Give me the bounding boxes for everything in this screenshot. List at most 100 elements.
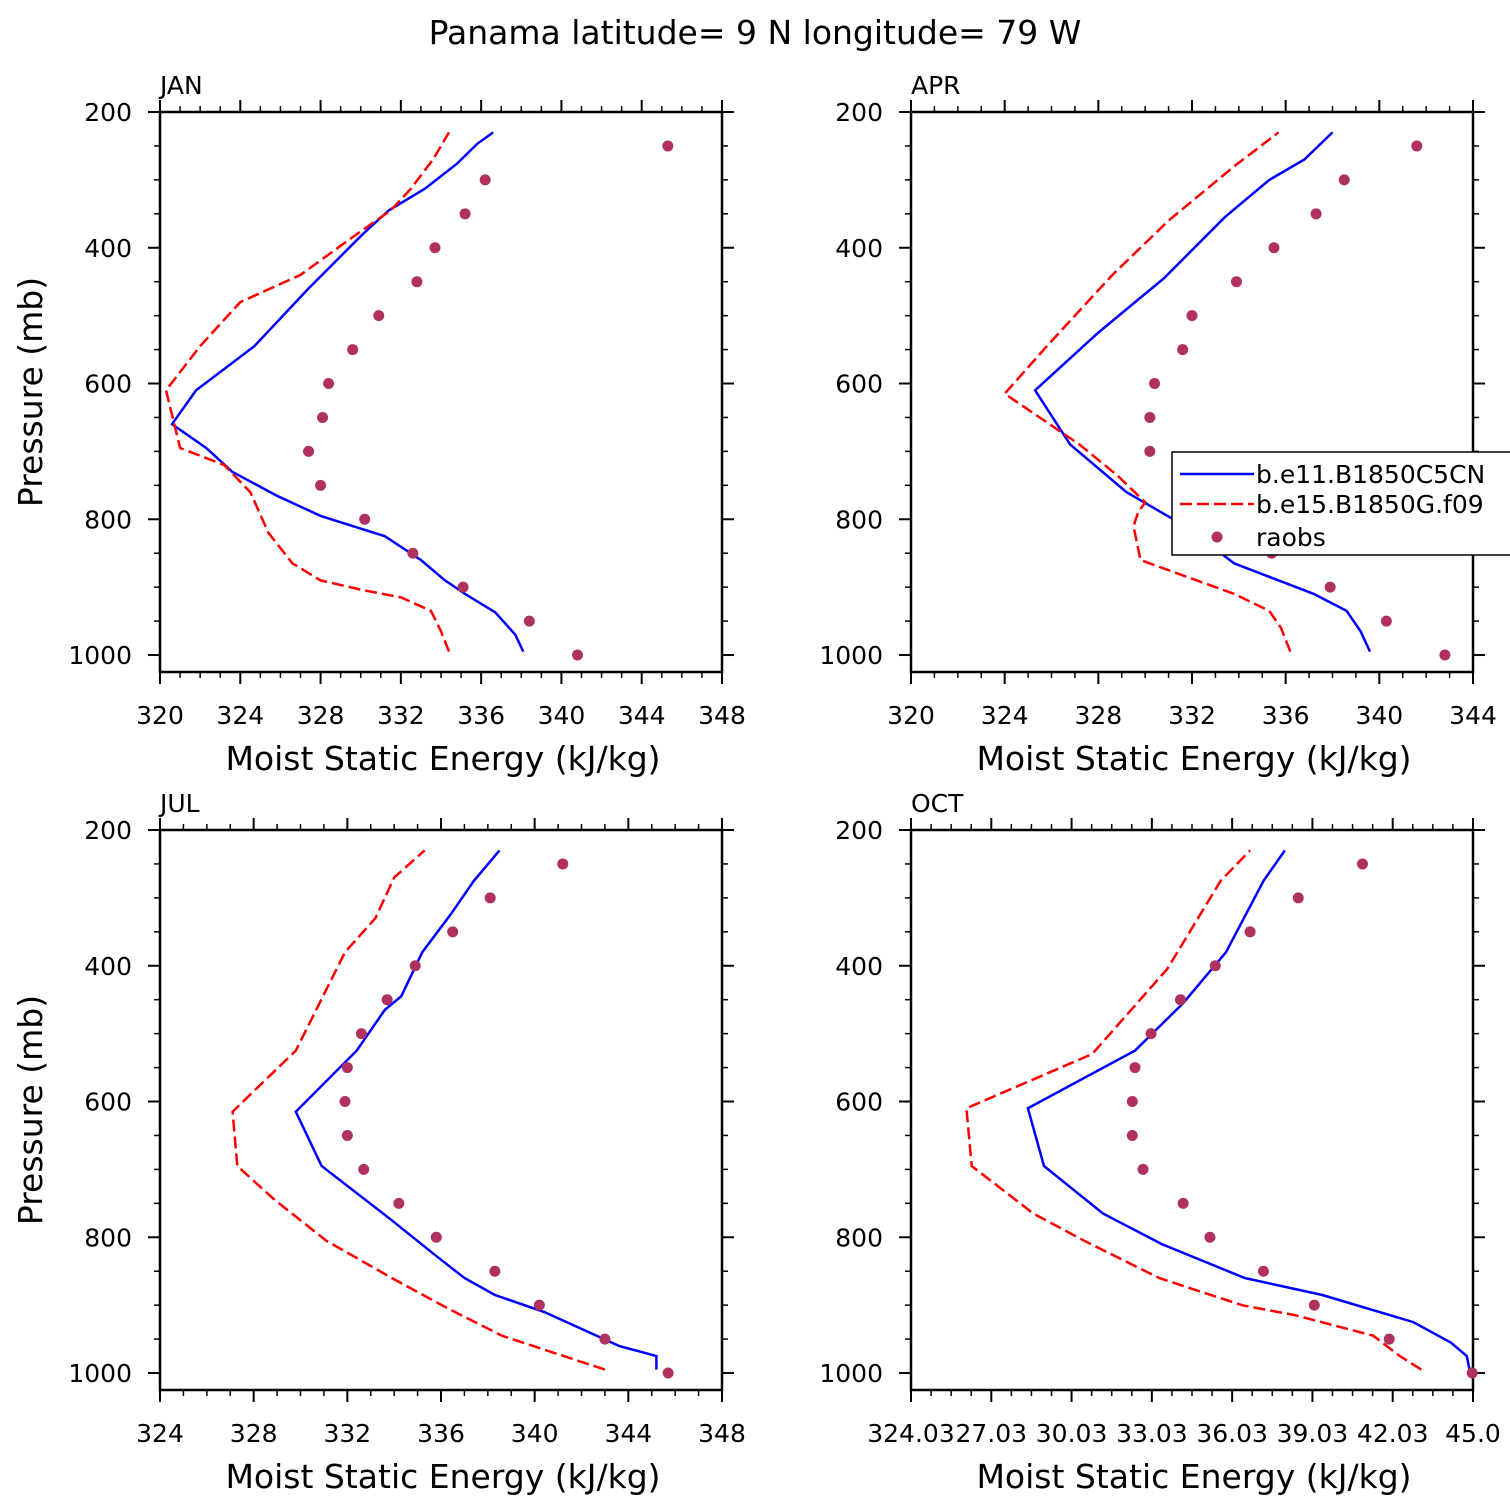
raobs-point bbox=[1209, 960, 1221, 972]
raobs-point bbox=[1177, 344, 1189, 356]
x-tick-label: 344 bbox=[618, 701, 666, 730]
raobs-point bbox=[1244, 926, 1256, 938]
raobs-point bbox=[1144, 411, 1156, 423]
x-axis-label: Moist Static Energy (kJ/kg) bbox=[225, 1457, 660, 1496]
y-tick-label: 1000 bbox=[819, 641, 883, 670]
legend-box bbox=[1171, 451, 1510, 556]
raobs-point bbox=[1230, 276, 1242, 288]
y-tick-label: 600 bbox=[835, 1088, 883, 1117]
raobs-point bbox=[339, 1096, 351, 1108]
raobs-point bbox=[1268, 242, 1280, 254]
y-tick-label: 600 bbox=[835, 370, 883, 399]
x-tick-label: 328 bbox=[1074, 701, 1122, 730]
raobs-point bbox=[341, 1129, 353, 1141]
x-tick-label: 344 bbox=[1449, 701, 1497, 730]
raobs-point bbox=[407, 547, 419, 559]
x-tick-label: 30.03 bbox=[1036, 1419, 1108, 1448]
raobs-point bbox=[662, 1367, 674, 1379]
y-tick-label: 800 bbox=[835, 505, 883, 534]
raobs-point bbox=[533, 1299, 545, 1311]
x-tick-label: 340 bbox=[511, 1419, 559, 1448]
raobs-point bbox=[1338, 174, 1350, 186]
x-tick-label: 348 bbox=[698, 1419, 746, 1448]
y-tick-label: 400 bbox=[835, 952, 883, 981]
y-tick-label: 600 bbox=[84, 1088, 132, 1117]
series-line-b-e15 bbox=[1002, 131, 1292, 653]
raobs-point bbox=[1383, 1333, 1395, 1345]
raobs-point bbox=[1439, 649, 1451, 661]
x-tick-label: 336 bbox=[1262, 701, 1310, 730]
figure-title: Panama latitude= 9 N longitude= 79 W bbox=[429, 13, 1082, 52]
legend-label: b.e11.B1850C5CN bbox=[1256, 460, 1485, 489]
raobs-point bbox=[1137, 1163, 1149, 1175]
y-tick-label: 600 bbox=[84, 370, 132, 399]
legend-label: b.e15.B1850G.f09 bbox=[1256, 490, 1484, 519]
raobs-point bbox=[355, 1028, 367, 1040]
y-tick-label: 200 bbox=[84, 816, 132, 845]
x-tick-label: 42.03 bbox=[1357, 1419, 1429, 1448]
raobs-point bbox=[479, 174, 491, 186]
y-tick-label: 400 bbox=[84, 952, 132, 981]
x-tick-label: 324.03 bbox=[867, 1419, 954, 1448]
raobs-point bbox=[599, 1333, 611, 1345]
panel-title: APR bbox=[911, 71, 961, 100]
x-tick-label: 27.03 bbox=[955, 1419, 1027, 1448]
raobs-point bbox=[1310, 208, 1322, 220]
raobs-point bbox=[430, 1231, 442, 1243]
raobs-point bbox=[447, 926, 459, 938]
x-tick-label: 348 bbox=[698, 701, 746, 730]
panel-title: OCT bbox=[911, 789, 964, 818]
raobs-point bbox=[457, 581, 469, 593]
raobs-point bbox=[1129, 1062, 1141, 1074]
y-tick-label: 400 bbox=[835, 234, 883, 263]
x-axis-label: Moist Static Energy (kJ/kg) bbox=[225, 739, 660, 778]
plot-frame bbox=[909, 110, 1475, 674]
x-tick-label: 39.03 bbox=[1277, 1419, 1349, 1448]
legend-label: raobs bbox=[1256, 523, 1326, 552]
raobs-point bbox=[1149, 378, 1161, 390]
y-tick-label: 1000 bbox=[68, 641, 132, 670]
x-tick-label: 320 bbox=[887, 701, 935, 730]
raobs-point bbox=[1380, 615, 1392, 627]
x-tick-label: 328 bbox=[230, 1419, 278, 1448]
raobs-point bbox=[303, 445, 315, 457]
y-tick-label: 1000 bbox=[68, 1359, 132, 1388]
raobs-point bbox=[315, 479, 327, 491]
raobs-point bbox=[358, 1163, 370, 1175]
plot-frame bbox=[909, 828, 1475, 1392]
series-line-b-e11 bbox=[170, 131, 525, 653]
x-tick-label: 324 bbox=[136, 1419, 184, 1448]
raobs-point bbox=[323, 378, 335, 390]
raobs-point bbox=[1174, 994, 1186, 1006]
y-tick-label: 1000 bbox=[819, 1359, 883, 1388]
raobs-point bbox=[429, 242, 441, 254]
raobs-point bbox=[1144, 445, 1156, 457]
x-tick-label: 33.03 bbox=[1116, 1419, 1188, 1448]
y-tick-label: 800 bbox=[835, 1223, 883, 1252]
x-tick-label: 320 bbox=[136, 701, 184, 730]
series-line-b-e15 bbox=[164, 131, 451, 653]
raobs-point bbox=[317, 411, 329, 423]
panel-jan: 320 324 328 332 336 340 344 348 200 400 600 800 1000… bbox=[11, 71, 746, 778]
raobs-point bbox=[359, 513, 371, 525]
y-tick-label: 400 bbox=[84, 234, 132, 263]
x-tick-label: 336 bbox=[457, 701, 505, 730]
raobs-point bbox=[1411, 140, 1423, 152]
series-line-b-e15 bbox=[231, 849, 606, 1371]
series-line-b-e11 bbox=[294, 849, 658, 1370]
panel-jul: 324 328 332 336 340 344 348 200 400 600 800 1000 JUL… bbox=[11, 789, 746, 1496]
raobs-point bbox=[341, 1062, 353, 1074]
plot-frame bbox=[158, 110, 724, 674]
panel-title: JAN bbox=[158, 71, 203, 100]
raobs-point bbox=[1126, 1096, 1138, 1108]
x-tick-label: 340 bbox=[538, 701, 586, 730]
raobs-point bbox=[1356, 858, 1368, 870]
y-axis-label: Pressure (mb) bbox=[11, 277, 50, 507]
raobs-point bbox=[1204, 1231, 1216, 1243]
x-tick-label: 340 bbox=[1355, 701, 1403, 730]
panel-title: JUL bbox=[158, 789, 200, 818]
y-tick-label: 800 bbox=[84, 1223, 132, 1252]
raobs-point bbox=[1257, 1265, 1269, 1277]
x-tick-label: 45.0 bbox=[1445, 1419, 1501, 1448]
